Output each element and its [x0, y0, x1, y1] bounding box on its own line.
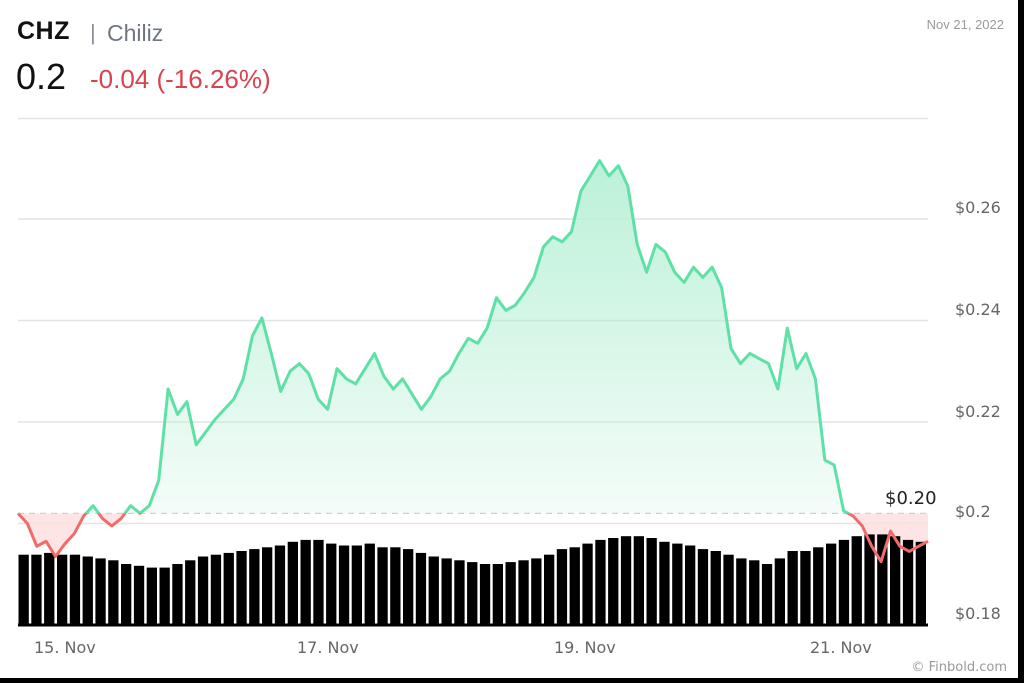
volume-bar: [569, 547, 580, 625]
volume-bar: [274, 545, 286, 625]
volume-bar: [826, 543, 837, 625]
price-area-up: [18, 160, 849, 514]
volume-bar: [672, 543, 683, 625]
current-price: 0.2: [16, 56, 67, 97]
volume-bar: [338, 545, 350, 625]
volume-bar: [82, 556, 93, 625]
coin-symbol: CHZ: [17, 17, 70, 45]
volume-bar: [633, 536, 644, 625]
volume-bar: [890, 536, 901, 625]
last-price-label: $0.20: [885, 488, 937, 509]
volume-bar: [300, 539, 311, 625]
volume-bar: [659, 541, 670, 626]
volume-bar: [813, 547, 824, 625]
volume-bar: [620, 536, 632, 625]
volume-bar: [646, 538, 657, 625]
x-tick-label: 17. Nov: [297, 638, 359, 657]
price-change: -0.04 (-16.26%): [90, 64, 271, 94]
volume-bar: [159, 567, 170, 625]
volume-bar: [185, 560, 196, 626]
volume-bar: [210, 554, 222, 625]
volume-bar: [146, 567, 157, 625]
title-separator: |: [90, 20, 96, 45]
volume-bar: [133, 565, 145, 625]
finbold-credit: © Finbold.com: [911, 660, 1007, 675]
volume-bar: [556, 549, 568, 625]
volume-bar: [441, 558, 452, 625]
volume-bar: [723, 554, 734, 625]
volume-bar: [697, 549, 709, 625]
volume-bar: [531, 558, 542, 625]
volume-bar: [479, 564, 491, 626]
volume-bar: [428, 556, 439, 625]
volume-bar: [31, 554, 42, 625]
volume-bar: [197, 556, 209, 625]
volume-bar: [710, 551, 721, 625]
volume-bar: [236, 551, 247, 625]
y-tick-label: $0.2: [955, 502, 991, 521]
volume-bar: [403, 549, 414, 625]
volume-bar: [736, 558, 747, 625]
volume-bar: [467, 562, 478, 625]
volume-bar: [838, 539, 850, 625]
volume-bar: [18, 554, 29, 625]
volume-bar: [505, 562, 516, 625]
volume-bar: [108, 560, 119, 626]
volume-bar: [864, 534, 875, 625]
volume-bar: [121, 564, 132, 626]
volume-bar: [774, 558, 785, 625]
coin-name: Chiliz: [107, 20, 164, 46]
x-tick-label: 15. Nov: [34, 638, 96, 657]
volume-bar: [249, 549, 260, 625]
volume-bar: [326, 543, 337, 625]
x-tick-label: 21. Nov: [810, 638, 872, 657]
volume-bar: [761, 564, 773, 626]
y-tick-label: $0.26: [955, 198, 1001, 217]
volume-bar: [287, 541, 298, 626]
x-tick-label: 19. Nov: [554, 638, 616, 657]
volume-bar: [364, 543, 375, 625]
y-tick-label: $0.22: [955, 402, 1001, 421]
volume-bar: [749, 560, 760, 626]
volume-bar: [69, 554, 81, 625]
volume-bar: [595, 539, 606, 625]
volume-bar: [877, 534, 888, 625]
volume-bar: [685, 545, 696, 625]
volume-bar: [787, 551, 798, 625]
volume-bar: [800, 551, 811, 625]
volume-bar: [95, 558, 106, 625]
volume-bar: [44, 552, 55, 626]
chart-date: Nov 21, 2022: [926, 17, 1004, 32]
volume-bar: [390, 547, 401, 625]
volume-bar: [492, 564, 503, 626]
volume-bar: [851, 536, 862, 625]
volume-bar: [313, 539, 324, 625]
price-line-up: [17, 159, 852, 514]
volume-bar: [915, 541, 926, 626]
volume-bar: [172, 564, 183, 626]
y-tick-label: $0.24: [955, 300, 1001, 319]
volume-bar: [415, 552, 427, 626]
y-tick-label: $0.18: [955, 604, 1001, 623]
volume-bar: [608, 538, 619, 625]
volume-bar: [902, 539, 914, 625]
volume-bar: [223, 552, 234, 626]
volume-bar: [518, 560, 529, 626]
volume-bar: [454, 560, 465, 626]
volume-bar: [262, 547, 273, 625]
volume-bar: [377, 547, 388, 625]
volume-bar: [582, 543, 593, 625]
price-area-down: [18, 513, 928, 562]
volume-bar: [544, 554, 555, 625]
volume-bar: [351, 545, 362, 625]
volume-bar: [57, 554, 68, 625]
